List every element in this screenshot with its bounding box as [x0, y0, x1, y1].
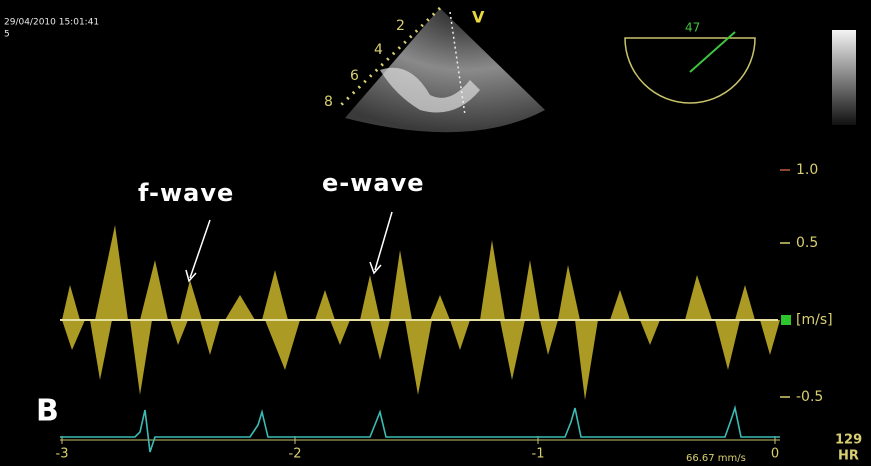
sector-marker: V	[472, 8, 485, 27]
ultrasound-screen: 29/04/2010 15:01:41 5 V 246 8 47 f-wave e…	[0, 0, 871, 466]
timestamp: 29/04/2010 15:01:41	[4, 18, 99, 28]
velocity-label: 0.5	[796, 235, 818, 251]
f-wave-label: f-wave	[138, 179, 234, 207]
panel-label: B	[36, 394, 59, 429]
time-label: 0	[771, 447, 779, 462]
page: {"header": {"timestamp": "29/04/2010 15:…	[0, 0, 871, 466]
time-label: -3	[56, 447, 69, 462]
depth-label: 6	[350, 68, 359, 84]
angle-value: 47	[685, 21, 700, 35]
velocity-unit: [m/s]	[796, 312, 833, 328]
depth-label: 2	[396, 18, 405, 34]
time-label: -2	[289, 447, 302, 462]
depth-label: 4	[374, 42, 383, 58]
heart-rate: 129	[835, 433, 862, 448]
heart-rate-label: HR	[838, 449, 859, 464]
gray-scale-bar	[832, 30, 856, 125]
depth-label: 8	[324, 94, 333, 110]
sweep-speed: 66.67 mm/s	[686, 453, 746, 464]
frame-index: 5	[4, 30, 10, 40]
time-label: -1	[532, 447, 545, 462]
velocity-label: -0.5	[796, 389, 823, 405]
velocity-label: 1.0	[796, 162, 818, 178]
e-wave-label: e-wave	[322, 169, 425, 197]
baseline-marker	[781, 315, 791, 325]
